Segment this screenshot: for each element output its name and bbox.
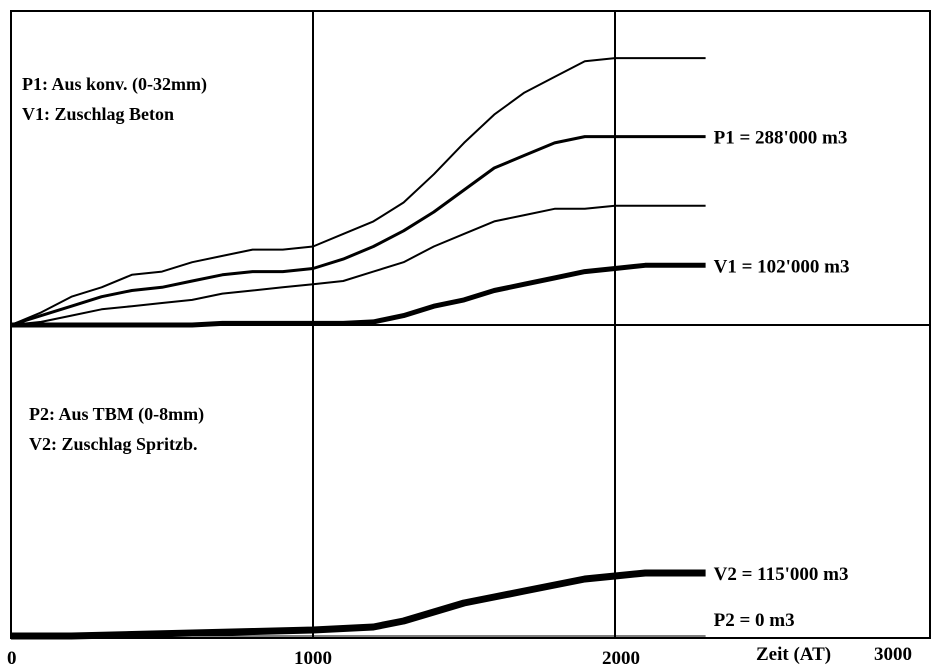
x-tick-0: 0: [7, 648, 17, 667]
series-label: V2 = 115'000 m3: [714, 564, 849, 585]
series-label: P1 = 288'000 m3: [714, 128, 848, 149]
series-line: [10, 204, 706, 326]
series-labels: P1 = 288'000 m3 V1 = 102'000 m3 V2 = 115'0…: [714, 128, 850, 631]
series-label: P2 = 0 m3: [714, 610, 795, 631]
x-axis-label: Zeit (AT): [756, 644, 831, 665]
bottom-annotation-line-2: V2: Zuschlag Spritzb.: [29, 434, 198, 454]
x-tick-1000: 1000: [294, 648, 332, 667]
x-tick-2000: 2000: [602, 648, 640, 667]
top-annotation-line-2: V1: Zuschlag Beton: [22, 104, 174, 124]
series-line: [10, 135, 706, 327]
series-label: V1 = 102'000 m3: [714, 256, 850, 277]
bottom-annotation-line-1: P2: Aus TBM (0-8mm): [29, 404, 204, 425]
series-line: [10, 57, 706, 326]
series-layer: [10, 57, 706, 640]
x-tick-3000: 3000: [874, 644, 912, 665]
top-annotation-line-1: P1: Aus konv. (0-32mm): [22, 74, 207, 95]
series-line: [11, 262, 706, 328]
series-line: [11, 569, 706, 640]
